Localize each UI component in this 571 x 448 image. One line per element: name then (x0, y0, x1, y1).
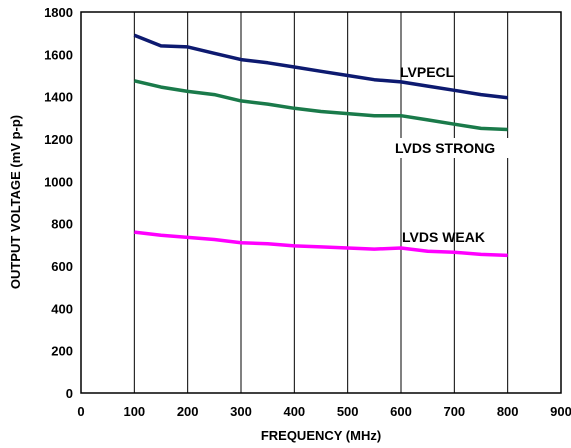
x-tick-label: 200 (177, 404, 199, 419)
y-tick-label: 0 (66, 386, 73, 401)
x-axis-title: FREQUENCY (MHz) (261, 428, 381, 443)
series-label-2: LVDS WEAK (402, 229, 485, 245)
x-tick-label: 100 (123, 404, 145, 419)
series-label-background (391, 138, 511, 158)
x-tick-label: 400 (283, 404, 305, 419)
x-tick-labels: 0 100 200 300 400 500 600 700 800 900 (77, 404, 571, 419)
series-line-1 (133, 79, 508, 132)
y-tick-labels: 0 200 400 600 800 1000 1200 1400 1600 1800 (44, 5, 73, 401)
y-tick-label: 200 (51, 344, 73, 359)
x-tick-label: 300 (230, 404, 252, 419)
series-label-0: LVPECL (400, 64, 455, 80)
y-tick-label: 1600 (44, 47, 73, 62)
y-tick-label: 1200 (44, 132, 73, 147)
x-tick-label: 800 (497, 404, 519, 419)
y-tick-label: 1800 (44, 5, 73, 20)
x-tick-label: 900 (550, 404, 571, 419)
series-label-1: LVDS STRONG (395, 140, 495, 156)
x-tick-label: 500 (337, 404, 359, 419)
y-axis-title: OUTPUT VOLTAGE (mV p-p) (8, 115, 23, 289)
series-labels: LVPECL LVDS STRONG LVDS WEAK (391, 64, 511, 245)
y-tick-label: 400 (51, 301, 73, 316)
x-tick-label: 0 (77, 404, 84, 419)
y-tick-label: 600 (51, 259, 73, 274)
y-tick-label: 1000 (44, 174, 73, 189)
series-line-0 (133, 33, 508, 100)
x-tick-label: 600 (390, 404, 412, 419)
y-tick-label: 800 (51, 217, 73, 232)
y-tick-label: 1400 (44, 90, 73, 105)
x-tick-label: 700 (443, 404, 465, 419)
plot-area (80, 11, 562, 394)
series-lines (133, 33, 508, 258)
series-line-2 (134, 230, 508, 258)
